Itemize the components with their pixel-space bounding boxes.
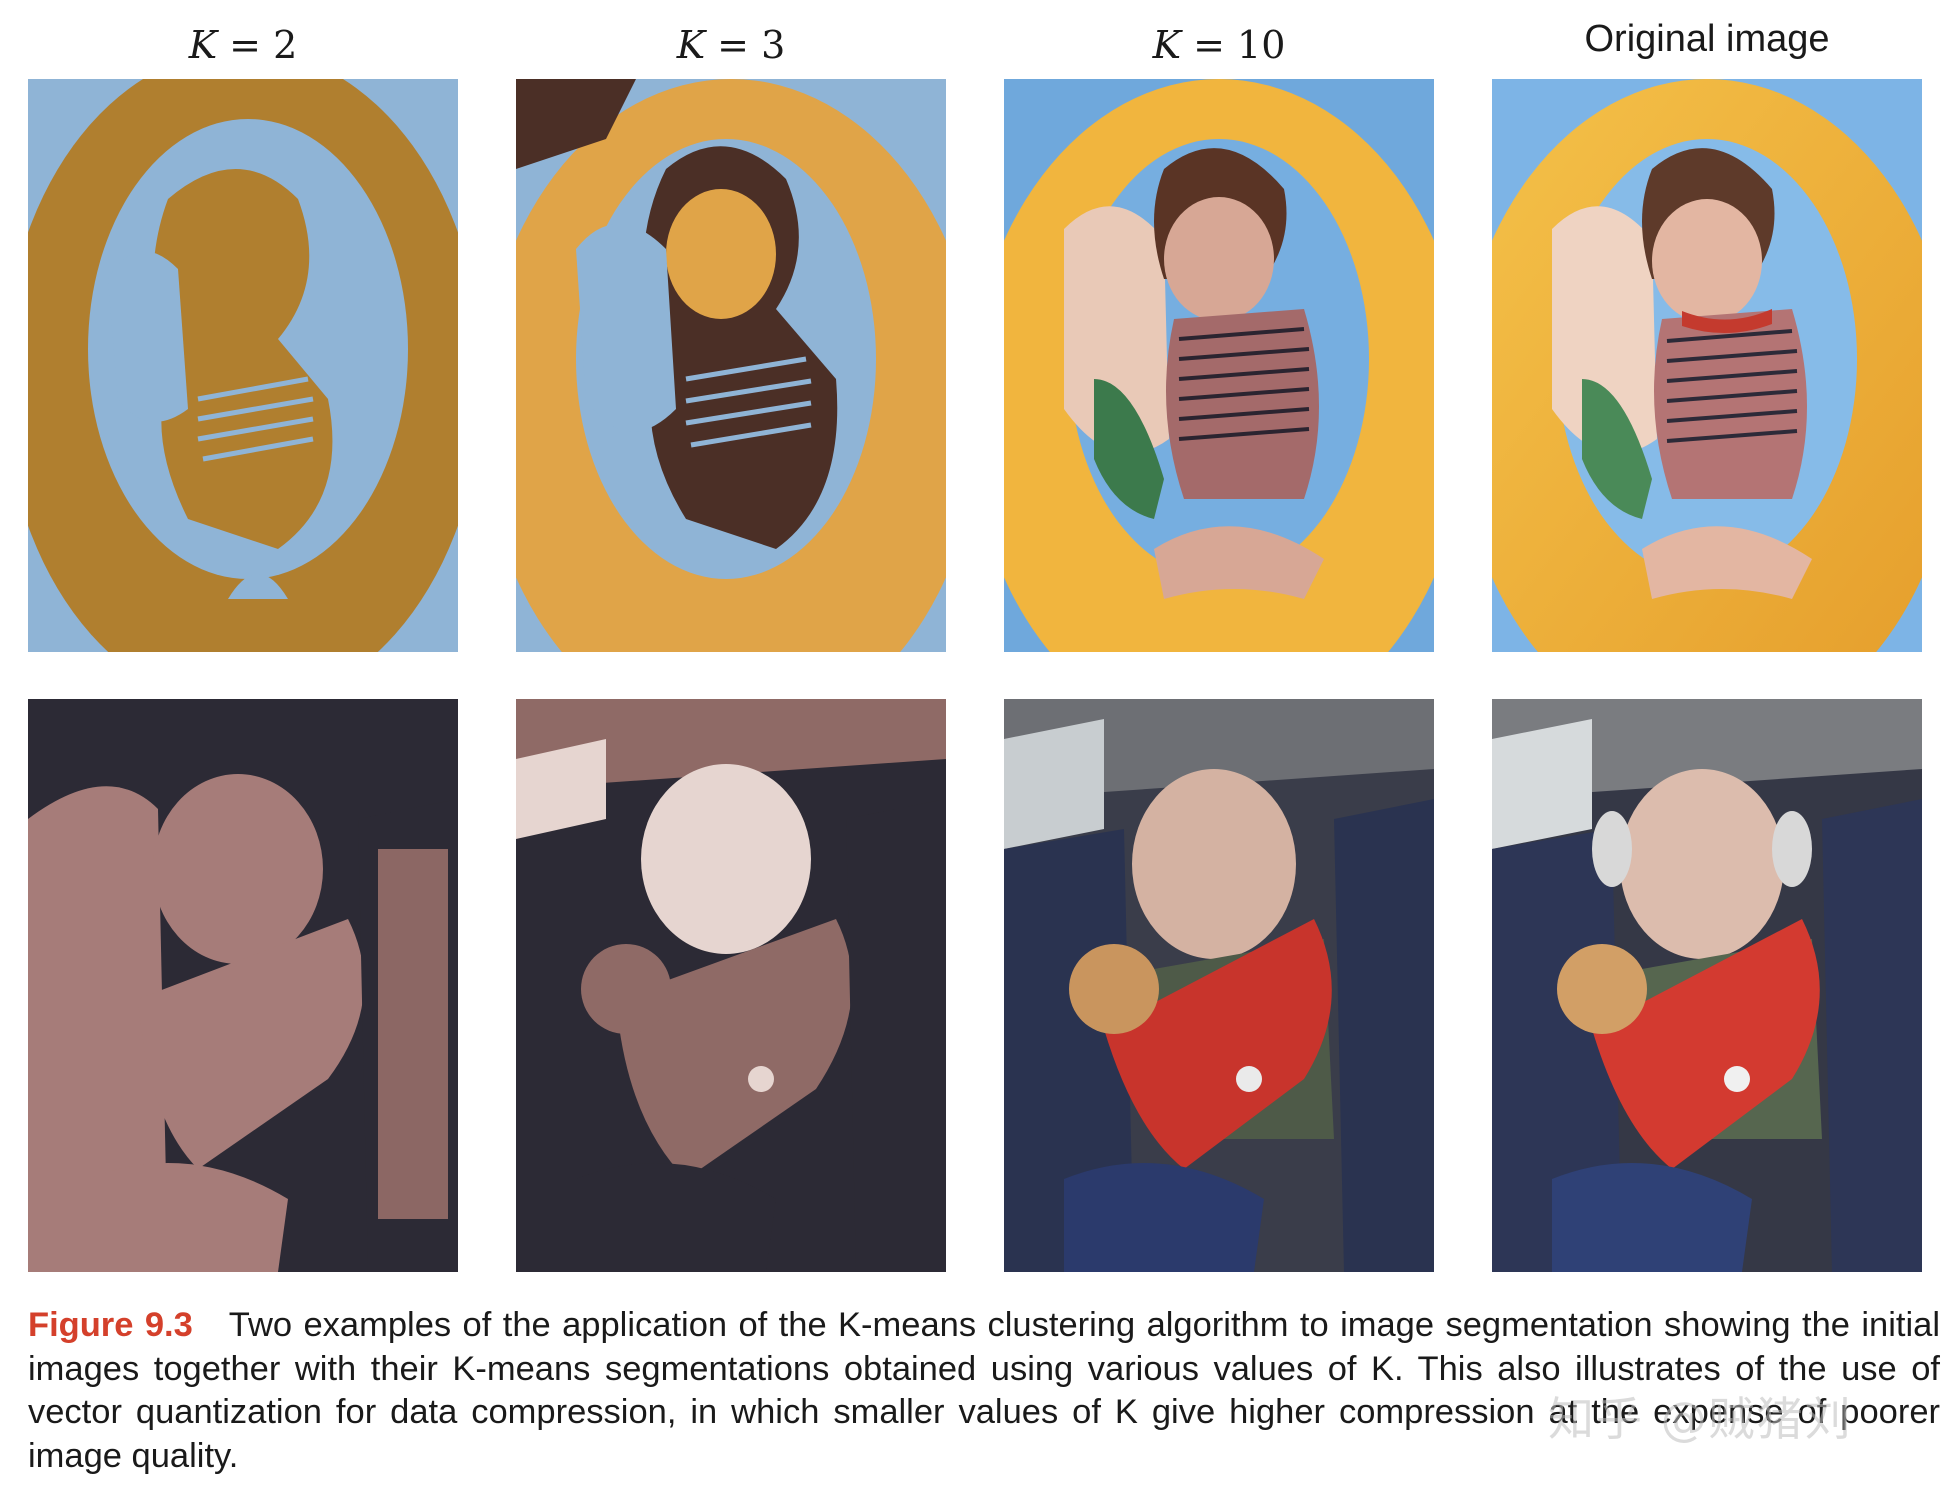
title-k2-eq: = <box>217 23 274 67</box>
title-k2-var: K <box>188 23 218 67</box>
row1-k3-segmentation <box>516 79 946 652</box>
row1-original-image <box>1492 79 1922 652</box>
figure-label: Figure 9.3 <box>28 1306 193 1344</box>
row2-k2-segmentation <box>28 699 458 1272</box>
title-k10-value: 10 <box>1237 23 1286 67</box>
title-k3-var: K <box>676 23 706 67</box>
figure-caption-text: Two examples of the application of the K… <box>28 1306 1940 1475</box>
title-k10-eq: = <box>1181 23 1238 67</box>
figure-caption: Figure 9.3 Two examples of the applicatio… <box>28 1304 1940 1478</box>
title-k3-value: 3 <box>761 23 786 67</box>
title-k2-value: 2 <box>273 23 298 67</box>
row2-k3-segmentation <box>516 699 946 1272</box>
title-k10-var: K <box>1152 23 1182 67</box>
row1-k10-segmentation <box>1004 79 1434 652</box>
title-k3-eq: = <box>705 23 762 67</box>
row2-original-image <box>1492 699 1922 1272</box>
row1-k2-segmentation <box>28 79 458 652</box>
row2-k10-segmentation <box>1004 699 1434 1272</box>
title-k3: K = 3 <box>516 20 946 70</box>
title-k2: K = 2 <box>28 20 458 70</box>
title-k10: K = 10 <box>1004 20 1434 70</box>
title-original: Original image <box>1584 18 1830 60</box>
